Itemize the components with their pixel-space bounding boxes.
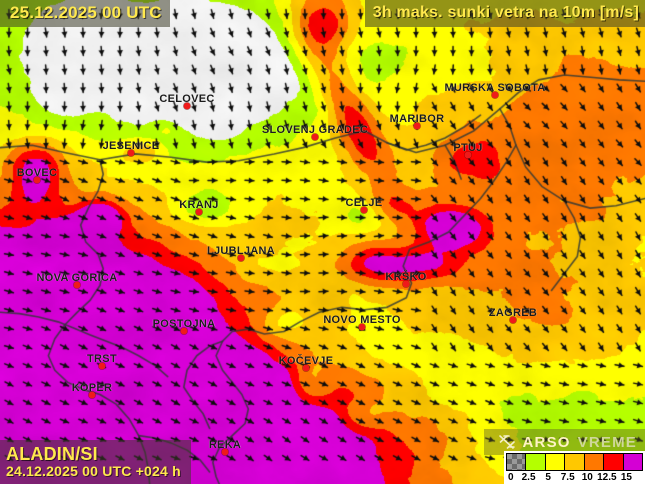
legend-swatch-5 [604, 454, 624, 470]
legend-swatch-0 [507, 454, 527, 470]
brand-vreme-label: VREME [577, 433, 637, 451]
legend-swatch-2 [545, 454, 566, 470]
legend-swatches [506, 453, 643, 471]
arso-vreme-brand[interactable]: ARSO VREME [483, 429, 645, 455]
legend-tick-5: 5 [545, 472, 551, 483]
legend-swatch-4 [584, 454, 605, 470]
brand-arso-label: ARSO [522, 433, 571, 451]
legend-tick-0: 0 [508, 472, 514, 483]
legend-tick-2.5: 2.5 [521, 472, 536, 483]
legend-colorbar: 0 2.5 5 7.5 10 12.5 15 [504, 451, 645, 484]
legend-tick-7.5: 7.5 [560, 472, 575, 483]
model-run-label: 24.12.2025 00 UTC +024 h [6, 463, 181, 480]
forecast-datetime-label: 25.12.2025 00 UTC [0, 0, 170, 27]
arso-wind-icon [498, 435, 515, 449]
legend-swatch-1 [526, 454, 546, 470]
model-name-label: ALADIN/SI [6, 444, 98, 465]
legend-tick-12.5: 12.5 [597, 472, 617, 483]
legend-swatch-6 [623, 454, 642, 470]
model-info-panel: ALADIN/SI 24.12.2025 00 UTC +024 h [0, 440, 191, 484]
legend-tick-10: 10 [581, 472, 593, 483]
legend-tick-15: 15 [620, 472, 632, 483]
map-title-label: 3h maks. sunki vetra na 10m [m/s] [364, 0, 645, 27]
legend-tick-labels: 0 2.5 5 7.5 10 12.5 15 [506, 471, 643, 484]
legend-swatch-3 [565, 454, 585, 470]
